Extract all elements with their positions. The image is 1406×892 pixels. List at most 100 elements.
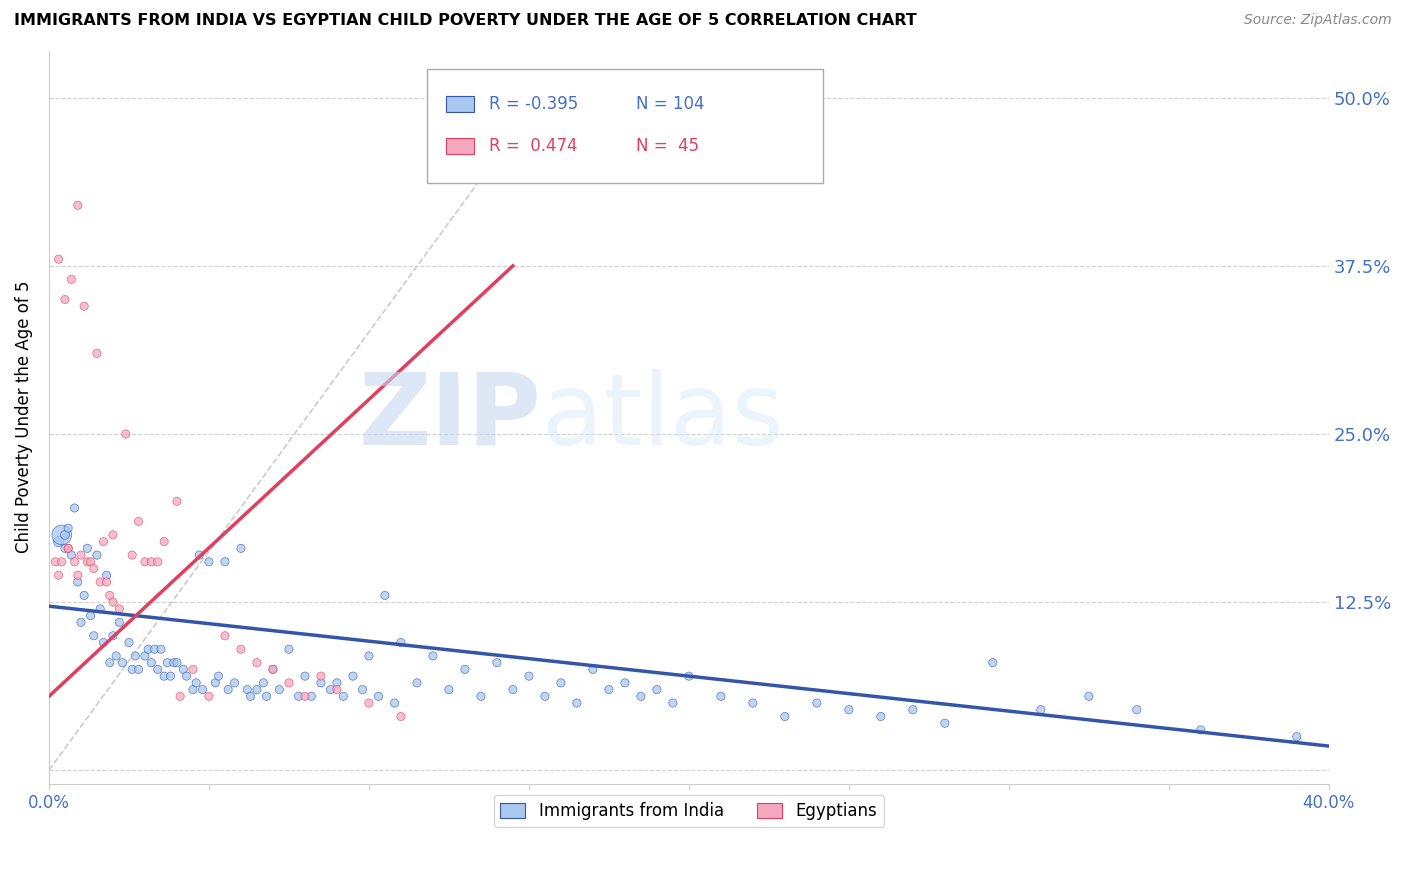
Legend: Immigrants from India, Egyptians: Immigrants from India, Egyptians <box>494 796 884 827</box>
Point <box>678 669 700 683</box>
Point <box>741 696 763 710</box>
Point <box>63 555 86 569</box>
Point <box>294 690 316 704</box>
Point <box>869 709 891 723</box>
Point <box>326 682 349 697</box>
Point <box>60 548 83 562</box>
Point <box>166 656 188 670</box>
Point <box>76 541 98 556</box>
Point <box>63 501 86 516</box>
Point <box>838 703 860 717</box>
Point <box>163 656 186 670</box>
Point <box>181 662 204 676</box>
Point <box>66 198 89 212</box>
FancyBboxPatch shape <box>426 69 824 183</box>
Point <box>224 676 246 690</box>
Point <box>246 656 269 670</box>
Point <box>156 656 179 670</box>
Point <box>1029 703 1052 717</box>
Point <box>48 534 70 549</box>
Point <box>96 574 118 589</box>
Point <box>207 669 229 683</box>
Point <box>309 676 332 690</box>
Point <box>169 690 191 704</box>
Point <box>598 682 620 697</box>
Point <box>662 696 685 710</box>
Point <box>114 427 136 442</box>
Point <box>252 676 274 690</box>
Point <box>111 656 134 670</box>
Point <box>454 662 477 676</box>
Point <box>48 252 70 267</box>
Point <box>550 676 572 690</box>
Point <box>86 548 108 562</box>
Point <box>198 555 221 569</box>
Point <box>565 696 588 710</box>
Point <box>172 662 194 676</box>
Text: atlas: atlas <box>541 368 783 466</box>
Point <box>70 615 93 630</box>
Point <box>176 669 198 683</box>
Point <box>262 662 284 676</box>
Point <box>630 690 652 704</box>
Point <box>143 642 166 657</box>
Point <box>269 682 291 697</box>
Point <box>367 690 389 704</box>
Point <box>389 709 412 723</box>
Point <box>357 696 380 710</box>
Point <box>134 648 156 663</box>
Point <box>124 648 146 663</box>
Point <box>214 629 236 643</box>
Point <box>53 293 76 307</box>
Point <box>278 642 301 657</box>
Point <box>236 682 259 697</box>
Point <box>342 669 364 683</box>
Point <box>146 555 169 569</box>
Point <box>246 682 269 697</box>
Point <box>188 548 211 562</box>
Point <box>389 635 412 649</box>
Point <box>128 515 150 529</box>
Point <box>166 494 188 508</box>
Point <box>66 574 89 589</box>
Point <box>256 690 278 704</box>
Point <box>153 669 176 683</box>
Point <box>56 541 79 556</box>
Point <box>121 662 143 676</box>
Point <box>406 676 429 690</box>
Point <box>934 716 956 731</box>
Point <box>73 299 96 313</box>
Point <box>76 555 98 569</box>
Point <box>44 555 66 569</box>
Point <box>83 629 105 643</box>
Point <box>582 662 605 676</box>
Point <box>901 703 924 717</box>
Point <box>70 548 93 562</box>
Point <box>422 648 444 663</box>
Point <box>214 555 236 569</box>
Point <box>121 548 143 562</box>
Point <box>48 568 70 582</box>
Point <box>181 682 204 697</box>
Point <box>66 568 89 582</box>
Point <box>470 690 492 704</box>
Point <box>159 669 181 683</box>
Point <box>108 615 131 630</box>
Point <box>217 682 239 697</box>
Point <box>204 676 226 690</box>
Point <box>191 682 214 697</box>
Text: N =  45: N = 45 <box>637 137 700 155</box>
Point <box>326 676 349 690</box>
Point <box>98 656 121 670</box>
Point <box>108 602 131 616</box>
Point <box>710 690 733 704</box>
Point <box>89 574 111 589</box>
Point <box>53 528 76 542</box>
Point <box>299 690 322 704</box>
Point <box>1189 723 1212 737</box>
Point <box>105 648 128 663</box>
Point <box>229 541 252 556</box>
Point <box>134 555 156 569</box>
Point <box>56 541 79 556</box>
FancyBboxPatch shape <box>446 96 474 112</box>
